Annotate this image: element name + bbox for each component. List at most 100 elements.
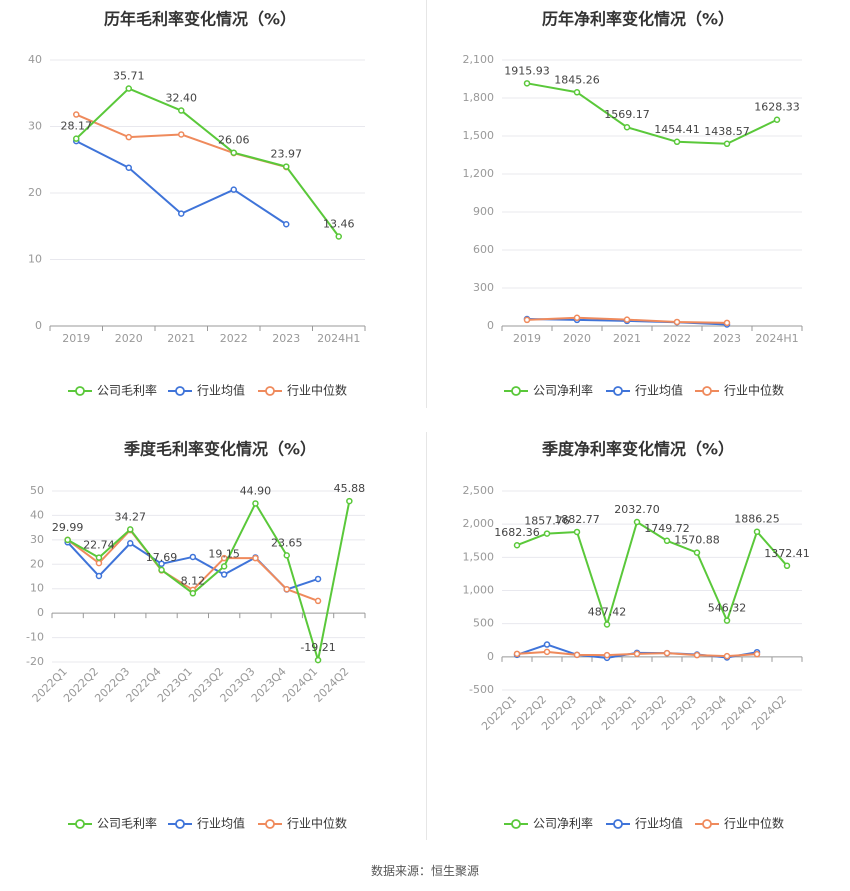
data-point-company bbox=[573, 89, 581, 96]
y-tick-label: 900 bbox=[473, 205, 494, 218]
data-label: 45.88 bbox=[334, 482, 366, 495]
data-label: 1845.26 bbox=[554, 73, 600, 86]
series-line-company bbox=[526, 82, 778, 145]
legend-marker-median bbox=[265, 819, 275, 829]
data-label: 1749.72 bbox=[644, 522, 690, 535]
data-label: 22.74 bbox=[83, 539, 115, 552]
data-point-company bbox=[73, 135, 80, 142]
series-line-company bbox=[67, 500, 351, 662]
data-point-company bbox=[283, 163, 290, 170]
data-label: 32.40 bbox=[166, 92, 198, 105]
x-tick-label: 2021 bbox=[167, 332, 195, 345]
data-point-company bbox=[64, 536, 71, 544]
data-point-avg bbox=[178, 210, 185, 217]
data-point-median bbox=[252, 554, 259, 562]
data-point-company bbox=[543, 530, 551, 537]
data-point-median bbox=[723, 652, 731, 660]
data-point-median bbox=[523, 316, 531, 324]
legend-marker-avg bbox=[613, 819, 623, 829]
chart-title: 季度净利率变化情况（%） bbox=[541, 440, 734, 459]
data-point-avg bbox=[220, 571, 228, 578]
data-label: 8.12 bbox=[181, 574, 206, 587]
vertical-divider bbox=[426, 432, 427, 840]
data-point-avg bbox=[543, 641, 551, 648]
series-line-company bbox=[516, 520, 788, 626]
x-tick-label: 2024H1 bbox=[755, 332, 798, 345]
data-point-avg bbox=[189, 553, 197, 561]
legend-label: 公司净利率 bbox=[533, 816, 593, 831]
y-tick-label: 40 bbox=[28, 53, 42, 66]
x-tick-label: 2024Q2 bbox=[311, 665, 351, 705]
y-tick-label: 50 bbox=[30, 484, 44, 497]
data-point-median bbox=[513, 650, 521, 658]
legend-marker-company bbox=[75, 386, 85, 396]
legend-label: 行业中位数 bbox=[724, 816, 784, 831]
data-point-company bbox=[573, 528, 581, 536]
data-point-median bbox=[633, 650, 641, 658]
x-tick-label: 2020 bbox=[115, 332, 143, 345]
y-tick-label: 0 bbox=[487, 319, 494, 332]
data-label: 1886.25 bbox=[734, 513, 780, 526]
data-point-company bbox=[673, 138, 681, 146]
data-point-median bbox=[314, 597, 322, 605]
data-point-company bbox=[335, 233, 342, 240]
data-point-median bbox=[693, 651, 701, 659]
data-point-median bbox=[623, 316, 631, 323]
data-label: 13.46 bbox=[323, 217, 355, 230]
y-tick-label: 10 bbox=[30, 582, 44, 595]
data-point-company bbox=[753, 528, 761, 535]
legend-marker-company bbox=[511, 386, 521, 396]
chart-title: 历年毛利率变化情况（%） bbox=[104, 10, 296, 29]
data-point-company bbox=[693, 549, 701, 556]
legend-marker-avg bbox=[175, 386, 185, 396]
data-label: 487.42 bbox=[588, 606, 627, 619]
data-point-company bbox=[346, 497, 353, 505]
data-label: 1570.88 bbox=[674, 534, 720, 547]
data-label: 1857.76 bbox=[524, 515, 570, 528]
data-point-company bbox=[230, 149, 237, 156]
x-tick-label: 2022 bbox=[220, 332, 248, 345]
data-label: 23.65 bbox=[271, 536, 303, 549]
data-point-median bbox=[125, 133, 132, 141]
data-point-median bbox=[753, 650, 761, 658]
data-point-company bbox=[663, 537, 671, 545]
data-point-company bbox=[603, 621, 611, 628]
data-label: 23.97 bbox=[271, 148, 303, 161]
data-point-company bbox=[723, 617, 731, 624]
y-tick-label: 1,200 bbox=[463, 167, 495, 180]
x-tick-label: 2022 bbox=[663, 332, 691, 345]
y-tick-label: 40 bbox=[30, 508, 44, 521]
legend-label: 行业均值 bbox=[197, 383, 245, 398]
data-point-avg bbox=[314, 575, 322, 583]
data-point-company bbox=[623, 123, 631, 131]
data-point-company bbox=[220, 563, 228, 570]
y-tick-label: 30 bbox=[30, 533, 44, 546]
data-label: 1915.93 bbox=[504, 64, 550, 77]
legend-label: 行业中位数 bbox=[724, 383, 784, 398]
legend-label: 行业均值 bbox=[635, 383, 683, 398]
x-tick-label: 2019 bbox=[62, 332, 90, 345]
data-label: 29.99 bbox=[52, 521, 84, 534]
series-line-company bbox=[75, 87, 340, 238]
data-point-company bbox=[314, 656, 322, 664]
data-point-median bbox=[178, 131, 185, 138]
data-label: 28.17 bbox=[61, 120, 93, 133]
y-tick-label: 0 bbox=[487, 650, 494, 663]
vertical-divider bbox=[426, 0, 427, 408]
x-tick-label: 2020 bbox=[563, 332, 591, 345]
legend-marker-median bbox=[702, 386, 712, 396]
chart-title: 历年净利率变化情况（%） bbox=[542, 10, 734, 29]
y-tick-label: 0 bbox=[37, 606, 44, 619]
legend-marker-company bbox=[75, 819, 85, 829]
data-point-avg bbox=[95, 572, 103, 580]
y-tick-label: 20 bbox=[28, 186, 42, 199]
legend-label: 公司毛利率 bbox=[97, 383, 157, 398]
data-point-company bbox=[723, 140, 731, 148]
data-point-company bbox=[283, 552, 290, 559]
x-tick-label: 2024H1 bbox=[317, 332, 360, 345]
y-tick-label: -10 bbox=[26, 631, 44, 644]
legend-label: 行业均值 bbox=[635, 816, 683, 831]
y-tick-label: -500 bbox=[469, 683, 494, 696]
y-tick-label: 2,500 bbox=[463, 484, 495, 497]
data-label: 1438.57 bbox=[704, 125, 750, 138]
